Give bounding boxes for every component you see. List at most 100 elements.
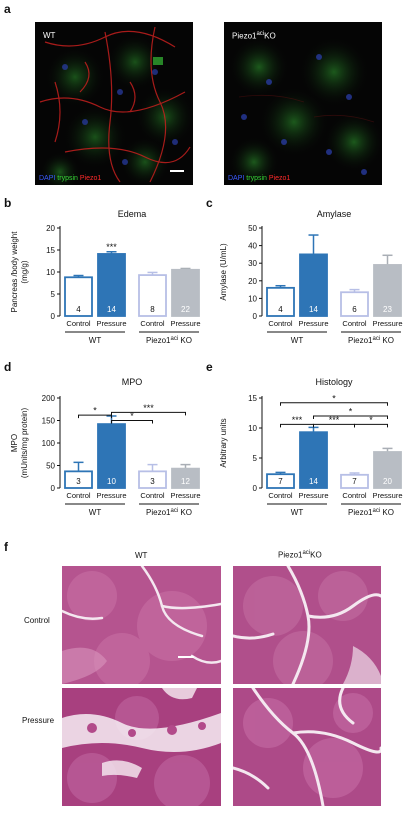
ko-label-sup: aci bbox=[256, 31, 265, 37]
bar-n-label: 12 bbox=[181, 477, 190, 486]
y-tick-label: 30 bbox=[248, 259, 257, 268]
significance-label: *** bbox=[143, 403, 154, 413]
y-tick-label: 20 bbox=[46, 224, 55, 233]
micrograph-wt: WT DAPI trypsin Piezo1 bbox=[35, 22, 193, 185]
bar bbox=[97, 253, 126, 317]
significance-label: * bbox=[93, 406, 97, 416]
micrograph-wt-stain-legend: DAPI trypsin Piezo1 bbox=[39, 175, 101, 182]
group-label-sup: aci bbox=[373, 508, 381, 514]
category-label: Control bbox=[268, 319, 293, 328]
stain-trypsin-ko: trypsin bbox=[246, 175, 267, 182]
y-tick-label: 200 bbox=[42, 394, 56, 403]
bar-n-label: 10 bbox=[107, 477, 116, 486]
group-label-suffix: KO bbox=[178, 336, 192, 345]
micrograph-ko-stain-legend: DAPI trypsin Piezo1 bbox=[228, 175, 290, 182]
histology-ko-control bbox=[233, 566, 381, 684]
panel-label-e: e bbox=[206, 360, 213, 374]
group-label: WT bbox=[89, 336, 102, 345]
bar bbox=[138, 274, 167, 317]
bar bbox=[340, 291, 369, 317]
bar-n-label: 7 bbox=[352, 477, 357, 486]
stain-dapi: DAPI bbox=[39, 175, 56, 182]
chart-edema: Edema 0 5 10 15 20 Pancreas /body weight (mg/g)… bbox=[10, 209, 201, 345]
category-label: Control bbox=[140, 319, 165, 328]
group-label-suffix: KO bbox=[380, 336, 394, 345]
micrograph-wt-image bbox=[39, 26, 193, 185]
y-tick-label: 10 bbox=[248, 294, 257, 303]
ko-label-suffix: KO bbox=[264, 31, 276, 41]
significance-label: * bbox=[130, 411, 134, 421]
y-tick-label: 0 bbox=[253, 484, 258, 493]
y-tick-label: 15 bbox=[46, 246, 55, 255]
bar-n-label: 22 bbox=[181, 305, 190, 314]
bar bbox=[97, 423, 126, 489]
category-label: Pressure bbox=[96, 319, 126, 328]
group-label-name: WT bbox=[291, 336, 304, 345]
chart-histology: Histology 0 5 10 15 Arbitrary units 7 Control 14… bbox=[219, 377, 403, 517]
category-label: Pressure bbox=[372, 491, 402, 500]
histo-col-ko: Piezo1aciKO bbox=[278, 550, 322, 560]
bar bbox=[373, 264, 402, 317]
group-label-name: WT bbox=[291, 508, 304, 517]
category-label: Pressure bbox=[372, 319, 402, 328]
y-tick-label: 150 bbox=[42, 417, 56, 426]
panel-label-f: f bbox=[4, 540, 8, 554]
group-label-suffix: KO bbox=[380, 508, 394, 517]
y-axis-label: Arbitrary units bbox=[219, 418, 228, 467]
bar bbox=[266, 286, 295, 317]
bar bbox=[171, 268, 200, 317]
group-label: Piezo1aci KO bbox=[146, 336, 192, 345]
bar bbox=[299, 431, 328, 489]
group-label-sup: aci bbox=[171, 336, 179, 342]
bar-n-label: 6 bbox=[352, 305, 357, 314]
bar-n-label: 7 bbox=[278, 477, 283, 486]
y-tick-label: 40 bbox=[248, 242, 257, 251]
chart-title: MPO bbox=[122, 377, 143, 387]
group-label-sup: aci bbox=[171, 508, 179, 514]
histo-col-ko-sup: aci bbox=[302, 550, 311, 556]
significance-bracket bbox=[111, 411, 186, 416]
histology-ko-pressure-image bbox=[233, 688, 381, 806]
significance-bracket bbox=[78, 414, 112, 419]
group-label-name: Piezo1 bbox=[348, 336, 373, 345]
panel-label-c: c bbox=[206, 196, 213, 210]
bar-n-label: 23 bbox=[383, 305, 392, 314]
y-tick-label: 15 bbox=[248, 394, 257, 403]
significance-bracket bbox=[313, 415, 388, 419]
category-label: Pressure bbox=[170, 491, 200, 500]
category-label: Pressure bbox=[298, 491, 328, 500]
histo-row-pressure: Pressure bbox=[22, 716, 55, 725]
stain-trypsin: trypsin bbox=[57, 175, 78, 182]
micrograph-ko-image bbox=[229, 37, 382, 185]
significance-bracket bbox=[111, 420, 153, 424]
y-tick-label: 5 bbox=[51, 290, 56, 299]
histology-wt-pressure-image bbox=[62, 688, 221, 806]
significance-label: * bbox=[349, 407, 353, 417]
y-tick-label: 0 bbox=[51, 484, 56, 493]
category-label: Control bbox=[342, 491, 367, 500]
y-tick-label: 100 bbox=[42, 439, 56, 448]
bar-n-label: 14 bbox=[309, 305, 318, 314]
category-label: Control bbox=[342, 319, 367, 328]
scale-bar bbox=[170, 170, 184, 172]
panel-label-d: d bbox=[4, 360, 12, 374]
y-tick-label: 10 bbox=[46, 268, 55, 277]
bar-n-label: 4 bbox=[76, 305, 81, 314]
histology-ko-pressure bbox=[233, 688, 381, 806]
group-label-name: WT bbox=[89, 508, 102, 517]
y-axis-label: Amylase (U/mL) bbox=[219, 243, 228, 301]
histo-col-wt: WT bbox=[135, 551, 148, 560]
group-label: WT bbox=[89, 508, 102, 517]
category-label: Pressure bbox=[96, 491, 126, 500]
y-tick-label: 10 bbox=[248, 424, 257, 433]
significance-label: *** bbox=[292, 415, 303, 425]
chart-title: Amylase bbox=[317, 209, 352, 219]
bar-n-label: 3 bbox=[76, 477, 81, 486]
stain-dapi-ko: DAPI bbox=[228, 175, 245, 182]
histo-col-ko-prefix: Piezo1 bbox=[278, 550, 303, 560]
panel-label-b: b bbox=[4, 196, 12, 210]
category-label: Pressure bbox=[170, 319, 200, 328]
group-label-sup: aci bbox=[373, 336, 381, 342]
histology-ko-control-image bbox=[233, 566, 381, 684]
chart-title: Edema bbox=[118, 209, 147, 219]
